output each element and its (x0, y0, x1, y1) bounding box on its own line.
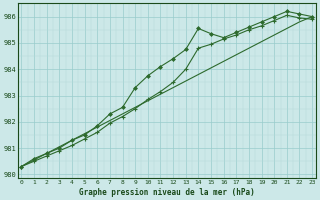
X-axis label: Graphe pression niveau de la mer (hPa): Graphe pression niveau de la mer (hPa) (79, 188, 255, 197)
